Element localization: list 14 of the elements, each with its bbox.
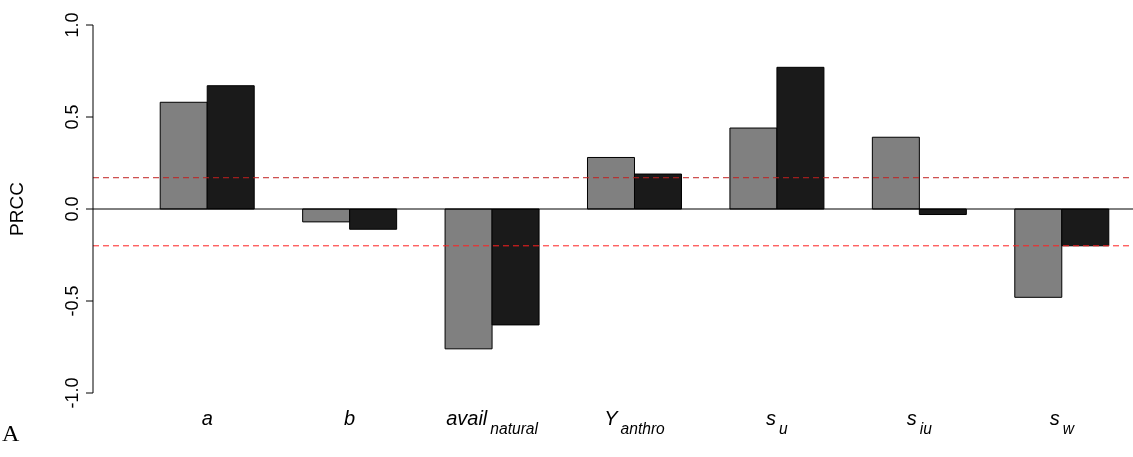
x-tick-label: b bbox=[344, 407, 356, 429]
y-axis-title: PRCC bbox=[5, 182, 27, 236]
y-tick-label: -0.5 bbox=[62, 285, 82, 317]
y-tick-label: 0.0 bbox=[62, 196, 82, 222]
text: A bbox=[2, 420, 20, 447]
y-tick-label: -1.0 bbox=[62, 377, 82, 409]
x-tick-label: avail$_{natural}$ bbox=[446, 407, 539, 437]
x-tick-label: Y$_{anthro}$ bbox=[604, 407, 666, 437]
x-tick-label: a bbox=[201, 407, 213, 429]
y-tick-label: 1.0 bbox=[62, 12, 82, 38]
y-tick-label: 0.5 bbox=[62, 104, 82, 130]
x-tick-label: s$_{u}$ bbox=[766, 407, 789, 437]
x-tick-label: s$_{iu}$ bbox=[906, 407, 933, 437]
x-tick-label: s$_{w}$ bbox=[1049, 407, 1076, 437]
